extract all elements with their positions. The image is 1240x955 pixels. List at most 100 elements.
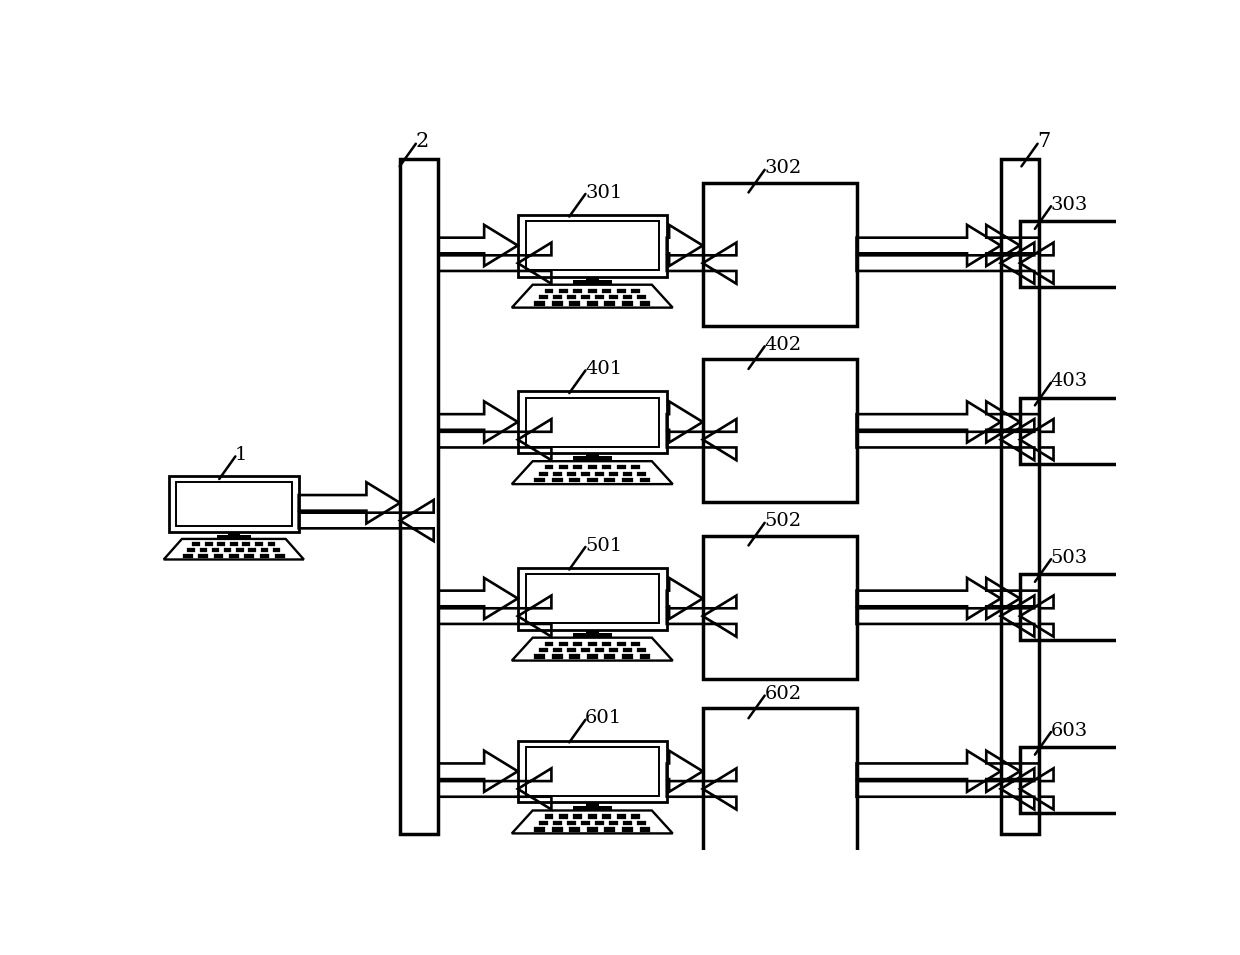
Bar [703,536,857,679]
Bar [622,472,631,476]
Bar [595,648,604,652]
Bar [569,478,580,482]
Bar [205,542,212,546]
Bar [518,392,667,454]
Bar [1019,222,1136,287]
Bar [1001,159,1039,834]
Text: 1: 1 [236,446,247,464]
Bar [176,481,291,526]
Bar [703,709,857,852]
Bar [526,397,658,447]
Bar [604,827,615,832]
Bar [526,222,658,270]
Bar [622,654,632,659]
Bar [544,465,553,470]
Bar [573,815,583,818]
Bar [569,827,580,832]
Bar [640,827,651,832]
Bar [552,302,563,306]
Bar [609,820,618,825]
Bar [544,642,553,646]
Bar [544,288,553,293]
Text: 302: 302 [764,159,801,178]
Bar [567,295,575,299]
Bar [585,277,599,280]
Bar [553,820,562,825]
Bar [604,302,615,306]
Bar [553,472,562,476]
Bar [1019,574,1136,641]
Bar [559,815,568,818]
Text: 401: 401 [585,360,622,378]
Bar [573,633,611,637]
Bar [631,642,640,646]
Bar [526,574,658,624]
Bar [217,542,226,546]
Bar [200,548,207,552]
Bar [603,815,611,818]
Bar [539,472,548,476]
Text: 402: 402 [764,336,801,354]
Bar [622,820,631,825]
Text: 602: 602 [764,686,801,703]
Bar [567,648,575,652]
Bar [604,654,615,659]
Bar [609,648,618,652]
Bar [622,295,631,299]
Bar [640,654,651,659]
Bar [580,295,589,299]
Bar [573,456,611,460]
Bar [595,820,604,825]
Bar [616,288,625,293]
Bar [588,815,596,818]
Bar [569,654,580,659]
Bar [553,295,562,299]
Bar [609,295,618,299]
Bar [559,288,568,293]
Bar [539,295,548,299]
Bar [169,477,299,532]
Bar [268,542,275,546]
Bar [1019,397,1136,464]
Text: 2: 2 [415,133,429,152]
Bar [588,288,596,293]
Bar [703,359,857,502]
Bar [534,302,544,306]
Bar [604,478,615,482]
Bar [631,288,640,293]
Bar [255,542,263,546]
Bar [631,465,640,470]
Bar [640,302,651,306]
Bar [552,654,563,659]
Bar [212,548,219,552]
Bar [553,648,562,652]
Bar [637,820,646,825]
Bar [559,642,568,646]
Bar [559,465,568,470]
Bar [243,542,250,546]
Bar [518,215,667,277]
Bar [595,295,604,299]
Bar [703,182,857,326]
Bar [213,554,223,558]
Bar [622,827,632,832]
Bar [616,465,625,470]
Bar [587,654,598,659]
Bar [518,568,667,629]
Bar [229,542,238,546]
Text: 603: 603 [1050,722,1087,739]
Bar [637,472,646,476]
Bar [603,288,611,293]
Bar [526,747,658,796]
Bar [585,802,599,806]
Bar [244,554,254,558]
Bar [552,478,563,482]
Bar [544,815,553,818]
Bar [616,815,625,818]
Bar [192,542,200,546]
Bar [587,478,598,482]
Bar [622,302,632,306]
Bar [198,554,208,558]
Bar [585,454,599,456]
Text: 501: 501 [585,537,622,555]
